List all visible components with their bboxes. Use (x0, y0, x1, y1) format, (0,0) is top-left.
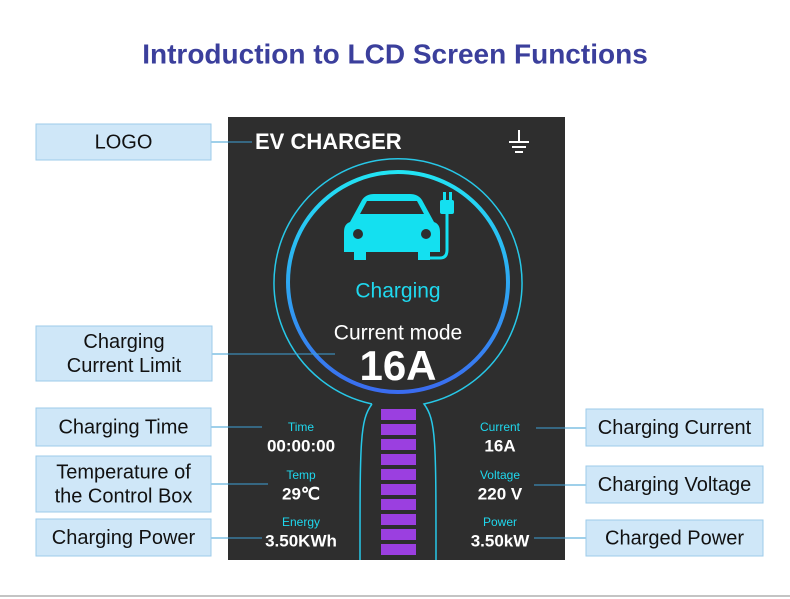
status: Charging (355, 280, 440, 303)
bar-segment (381, 424, 416, 435)
callout-box (585, 519, 764, 557)
bar-segment (381, 439, 416, 450)
readouts: Time 00:00:00 Temp 29℃ Energy 3.50KWh Current 1… (265, 420, 530, 550)
callout-text: the Control Box (55, 485, 193, 507)
ground-icon (509, 130, 529, 153)
callout-box (585, 408, 764, 447)
charge-bars (381, 409, 416, 555)
readout-label: Current (480, 420, 521, 434)
bar-segment (381, 529, 416, 540)
title: Introduction to LCD Screen Functions (142, 38, 648, 69)
callout-box (35, 325, 213, 382)
bar-segment (381, 454, 416, 465)
callout-text: Current Limit (67, 355, 182, 377)
callout-text: Charging Time (58, 416, 188, 438)
callout-text: Temperature of (56, 461, 191, 483)
readout-value: 220 V (478, 484, 523, 503)
outer-ring (273, 158, 523, 561)
callout-box (35, 123, 212, 161)
callout-text: LOGO (95, 131, 153, 153)
readout-value: 16A (484, 436, 515, 455)
readout-value: 29℃ (282, 484, 320, 503)
callout-text: Charging Voltage (598, 474, 751, 496)
mode-value: 16A (359, 342, 436, 389)
mode-label: Current mode (334, 322, 462, 345)
callout-text: Charged Power (605, 527, 744, 549)
callout-text: Charging Power (52, 527, 196, 549)
readout-value: 3.50kW (471, 531, 531, 550)
callout-text: Charging (83, 331, 164, 353)
callout-box (585, 465, 764, 504)
callout-box (35, 455, 212, 513)
readout-label: Power (483, 515, 517, 529)
callout-box (35, 407, 212, 447)
readout-value: 00:00:00 (267, 436, 335, 455)
readout-label: Energy (282, 515, 320, 529)
bar-segment (381, 514, 416, 525)
bar-segment (381, 484, 416, 495)
inner-ring (286, 170, 510, 394)
bar-segment (381, 499, 416, 510)
readout-label: Voltage (480, 468, 520, 482)
callout-text: Charging Current (598, 417, 752, 439)
readout-label: Time (288, 420, 315, 434)
callout-box (35, 518, 212, 557)
readout-label: Temp (286, 468, 316, 482)
brand: EV CHARGER (255, 129, 402, 154)
bar-segment (381, 469, 416, 480)
readout-value: 3.50KWh (265, 531, 337, 550)
bar-segment (381, 409, 416, 420)
bar-segment (381, 544, 416, 555)
